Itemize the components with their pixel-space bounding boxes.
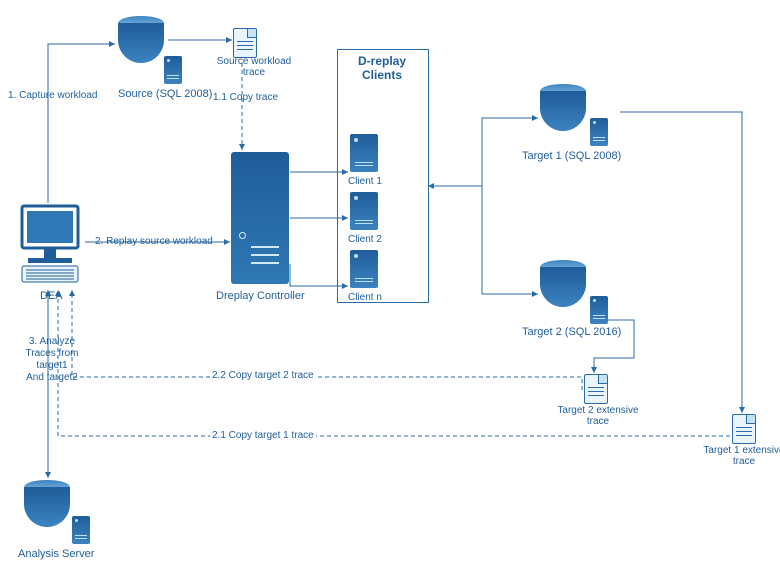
target1-trace-file-icon <box>732 414 756 444</box>
source-server-icon <box>164 56 182 84</box>
copy-target1-label: 2.1 Copy target 1 trace <box>210 430 316 441</box>
replay-label: 2. Replay source workload <box>95 236 213 247</box>
diagram-canvas: Source (SQL 2008) Source workload trace … <box>0 0 780 572</box>
target1-db-icon <box>540 84 586 134</box>
analysis-db-icon <box>24 480 70 530</box>
target2-label: Target 2 (SQL 2016) <box>522 326 621 338</box>
target2-server-icon <box>590 296 608 324</box>
client2-label: Client 2 <box>348 234 382 245</box>
client2-icon <box>350 192 378 230</box>
source-db-icon <box>118 16 164 66</box>
clientn-label: Client n <box>348 292 382 303</box>
client1-label: Client 1 <box>348 176 382 187</box>
target2-db-icon <box>540 260 586 310</box>
target1-trace-label: Target 1 extensive trace <box>696 445 780 467</box>
dea-label: DEA <box>40 290 63 302</box>
target2-trace-file-icon <box>584 374 608 404</box>
source-label: Source (SQL 2008) <box>118 88 212 100</box>
capture-label: 1. Capture workload <box>8 90 98 101</box>
analysis-server-icon <box>72 516 90 544</box>
analyze-label: 3. AnalyzeTraces from target1And target2 <box>10 336 94 384</box>
target1-server-icon <box>590 118 608 146</box>
clients-title: D-replay Clients <box>346 55 418 83</box>
dreplay-controller-icon <box>231 152 289 284</box>
analysis-label: Analysis Server <box>18 548 94 560</box>
clientn-icon <box>350 250 378 288</box>
target2-trace-label: Target 2 extensive trace <box>550 405 646 427</box>
target1-label: Target 1 (SQL 2008) <box>522 150 621 162</box>
source-trace-file-icon <box>233 28 257 58</box>
dreplay-label: Dreplay Controller <box>216 290 305 302</box>
client1-icon <box>350 134 378 172</box>
copy-target2-label: 2.2 Copy target 2 trace <box>210 370 316 381</box>
copy-trace-label: 1.1 Copy trace <box>213 92 278 103</box>
source-trace-label: Source workload trace <box>214 56 294 78</box>
